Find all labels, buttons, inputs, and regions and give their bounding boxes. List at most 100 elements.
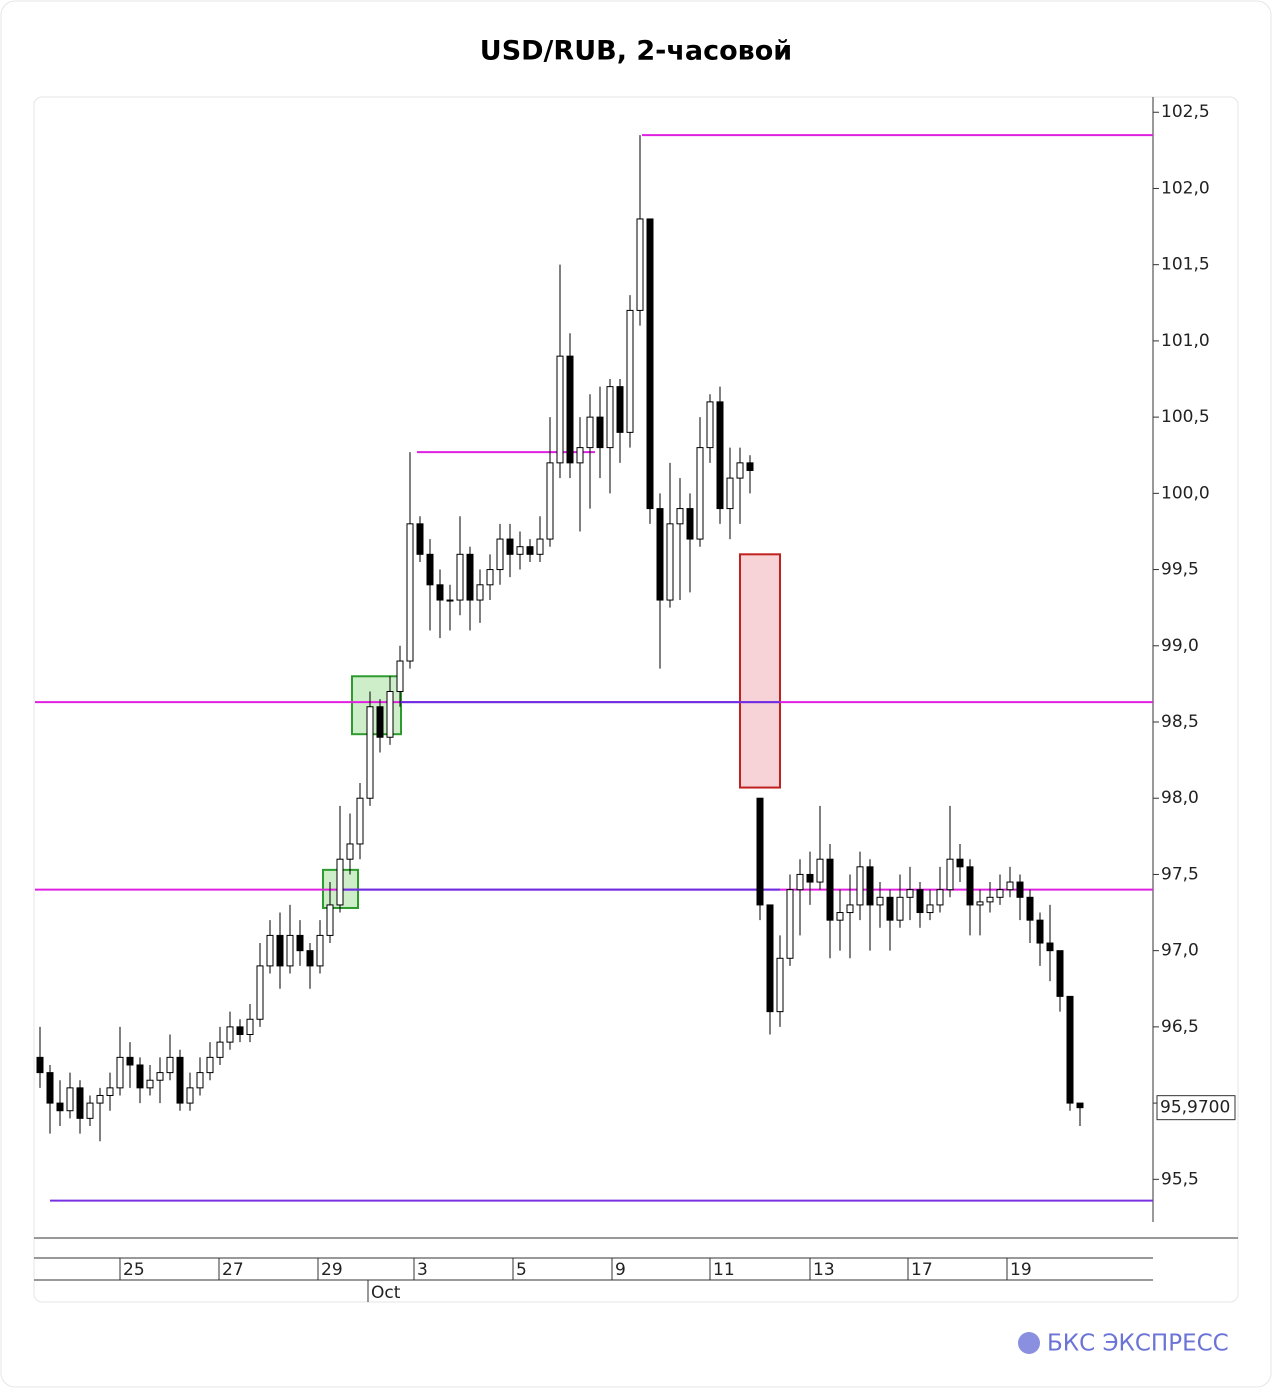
candle-body (906, 889, 914, 898)
x-tick-label: 5 (516, 1260, 527, 1280)
y-tick-label: 97,0 (1161, 941, 1199, 961)
candle-body (246, 1018, 254, 1036)
y-tick-label: 98,0 (1161, 788, 1199, 808)
candle-body (776, 957, 784, 1013)
candle-body (856, 866, 864, 906)
candle-body (456, 553, 464, 601)
candle-body (876, 896, 884, 906)
candle-body (66, 1087, 74, 1112)
candle-body (476, 584, 484, 601)
plot-frame (33, 96, 1239, 1303)
candle-body (136, 1064, 144, 1089)
x-tick-label: 11 (713, 1260, 735, 1280)
y-tick-label: 95,5 (1161, 1169, 1199, 1189)
candle-body (206, 1056, 214, 1074)
candle-body (356, 797, 364, 845)
candle-body (846, 904, 854, 914)
candle-body (606, 386, 614, 449)
x-tick-label: 9 (615, 1260, 626, 1280)
candle-body (426, 553, 434, 586)
candle-body (896, 896, 904, 921)
x-tick-label: 25 (123, 1260, 145, 1280)
candle-body (616, 386, 624, 433)
candle-body (176, 1056, 184, 1104)
candle-body (786, 889, 794, 959)
candle-body (916, 889, 924, 914)
candle-body (886, 896, 894, 921)
candle-body (696, 447, 704, 540)
candle-body (1056, 950, 1064, 997)
candle-body (656, 508, 664, 601)
candle-body (836, 912, 844, 921)
candle-body (976, 901, 984, 906)
y-tick-label: 102,5 (1161, 102, 1210, 122)
candle-body (866, 866, 874, 906)
candle-body (36, 1056, 44, 1074)
candle-body (156, 1072, 164, 1081)
candle-body (526, 546, 534, 555)
candle-body (686, 508, 694, 540)
candle-body (816, 858, 824, 883)
candle-body (276, 934, 284, 967)
candle-body (126, 1056, 134, 1066)
candle-body (296, 934, 304, 952)
candle-body (806, 873, 814, 883)
candle-body (96, 1094, 104, 1104)
candle-body (316, 934, 324, 967)
candle-body (46, 1072, 54, 1104)
candle-body (1016, 881, 1024, 898)
x-tick-label: 17 (911, 1260, 933, 1280)
candle-body (326, 904, 334, 936)
candle-body (236, 1026, 244, 1036)
candle-body (666, 523, 674, 601)
y-tick-label: 100,5 (1161, 407, 1210, 427)
y-tick-label: 102,0 (1161, 178, 1210, 198)
candle-body (676, 508, 684, 525)
last-price-box (1156, 1095, 1236, 1121)
zone (739, 553, 781, 789)
candle-body (436, 584, 444, 601)
last-price-label: 95,9700 (1160, 1098, 1230, 1118)
y-tick-label: 99,5 (1161, 560, 1199, 580)
candle-body (1076, 1102, 1084, 1109)
candle-body (406, 523, 414, 662)
candle-body (376, 706, 384, 738)
watermark: БКС ЭКСПРЕСС (1047, 1331, 1229, 1357)
candle-body (466, 553, 474, 601)
candle-body (1046, 942, 1054, 952)
candle-body (256, 965, 264, 1020)
y-tick-label: 101,5 (1161, 255, 1210, 275)
candle-body (486, 569, 494, 586)
candle-body (646, 218, 654, 510)
candle-body (596, 416, 604, 449)
candle-body (336, 858, 344, 906)
candle-body (1006, 881, 1014, 891)
candle-body (166, 1056, 174, 1074)
x-tick-label: 27 (222, 1260, 244, 1280)
y-tick-label: 98,5 (1161, 712, 1199, 732)
candle-body (706, 401, 714, 449)
candle-body (626, 309, 634, 433)
candle-body (76, 1087, 84, 1119)
logo-icon (1018, 1332, 1040, 1354)
candle-body (446, 599, 454, 602)
candle-body (986, 896, 994, 903)
candle-body (576, 447, 584, 464)
y-tick-label: 97,5 (1161, 864, 1199, 884)
candle-body (346, 843, 354, 860)
x-tick-label: 13 (813, 1260, 835, 1280)
candle-body (536, 538, 544, 555)
candle-body (286, 934, 294, 967)
candle-body (956, 858, 964, 868)
candle-body (766, 904, 774, 1013)
candle-body (116, 1056, 124, 1089)
candle-body (266, 934, 274, 967)
candle-body (946, 858, 954, 891)
candle-body (826, 858, 834, 921)
candle-body (1036, 919, 1044, 944)
candle-body (926, 904, 934, 914)
candle-body (636, 218, 644, 311)
candle-body (936, 889, 944, 906)
y-tick-label: 101,0 (1161, 331, 1210, 351)
candle-body (566, 355, 574, 464)
